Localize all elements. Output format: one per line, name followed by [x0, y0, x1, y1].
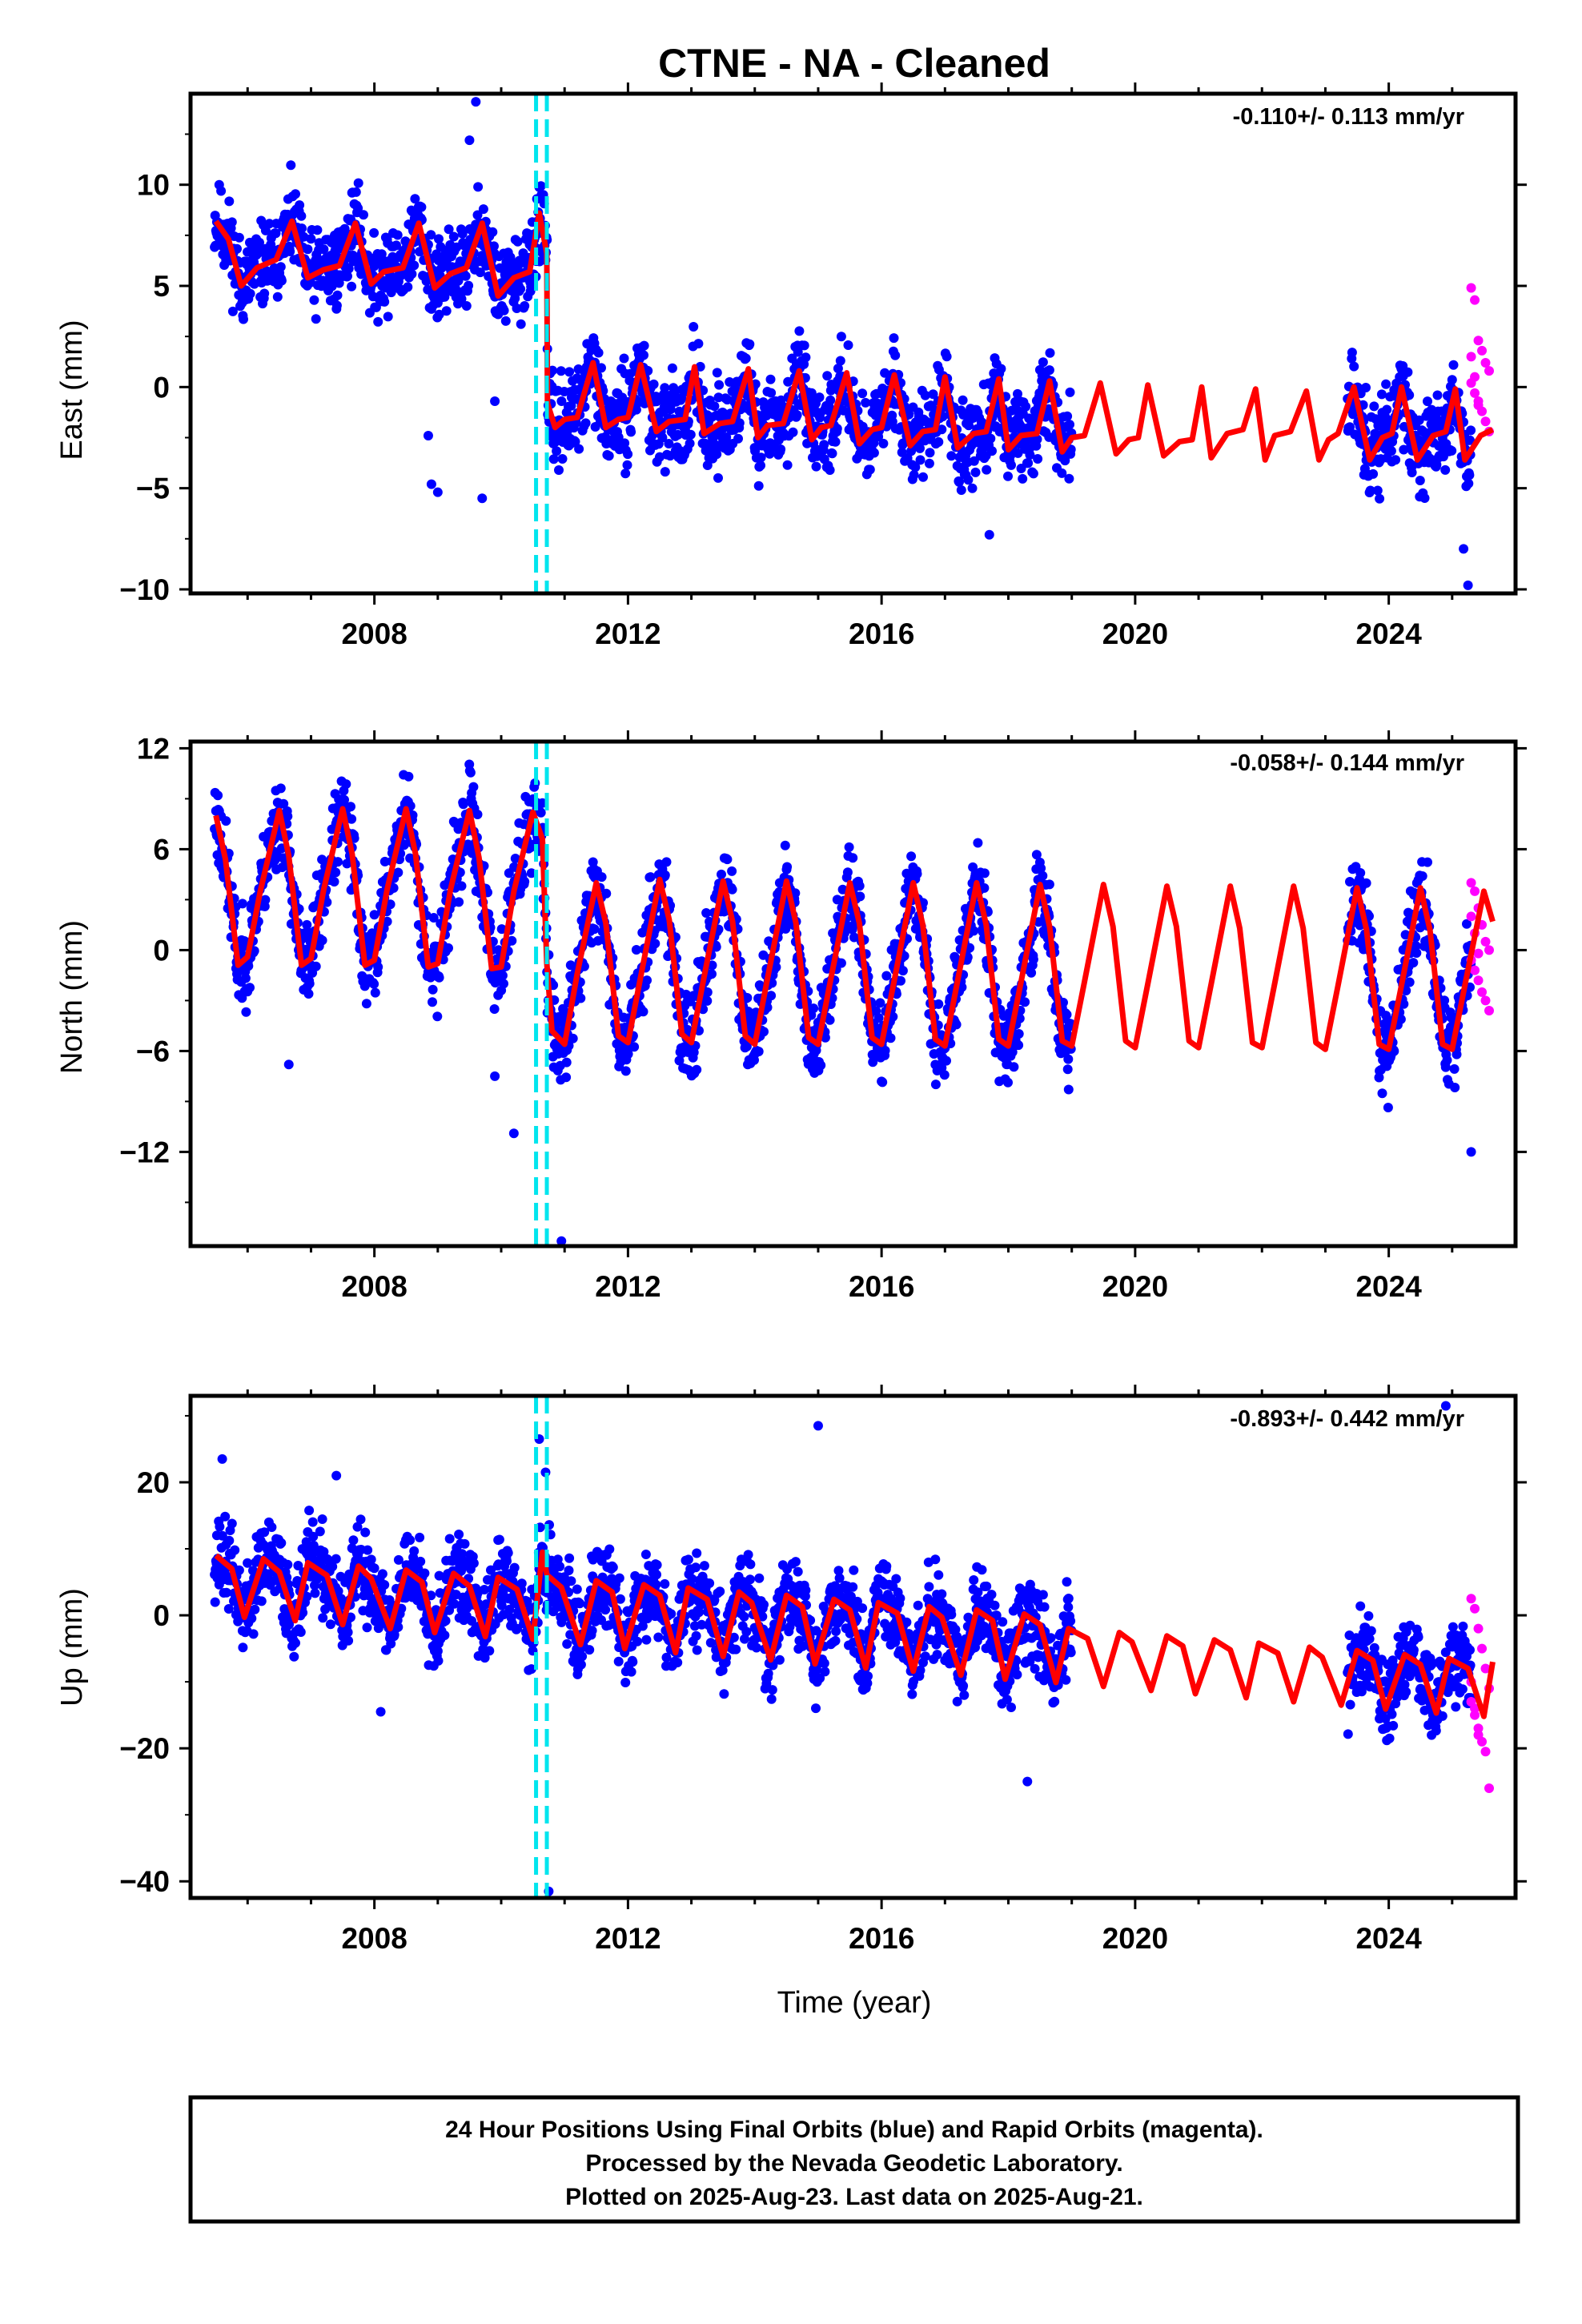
east-velocity-label: -0.110+/- 0.113 mm/yr	[1233, 104, 1464, 130]
up-x-tick-label: 2012	[595, 1922, 661, 1955]
east-outlier-points	[423, 97, 1473, 590]
up-y-tick-label: −40	[119, 1865, 170, 1898]
north-x-tick-label: 2024	[1355, 1270, 1422, 1303]
east-model-fit-line	[213, 210, 1495, 463]
north-x-tick-label: 2008	[341, 1270, 407, 1303]
east-y-tick-label: 0	[153, 371, 170, 404]
north-plot-layer: −12 −6 0 6 12 2008 2012 2016 2020 2024	[119, 730, 1527, 1303]
east-x-tick-label: 2008	[341, 617, 407, 650]
north-y-tick-label: 0	[153, 934, 170, 967]
up-y-tick-label: 0	[153, 1599, 170, 1632]
chart-title: CTNE - NA - Cleaned	[658, 41, 1050, 86]
footer-line-2: Processed by the Nevada Geodetic Laborat…	[585, 2150, 1122, 2177]
up-x-tick-label: 2008	[341, 1922, 407, 1955]
east-x-tick-label: 2020	[1102, 617, 1168, 650]
east-y-tick-label: −10	[119, 573, 170, 606]
up-y-tick-label: 20	[137, 1466, 170, 1499]
north-y-tick-label: −12	[119, 1136, 170, 1168]
north-y-tick-label: −6	[136, 1035, 170, 1068]
east-plot-frame	[188, 91, 1518, 596]
up-velocity-label: -0.893+/- 0.442 mm/yr	[1230, 1406, 1464, 1432]
footer-line-1: 24 Hour Positions Using Final Orbits (bl…	[445, 2117, 1263, 2143]
up-rapid-orbit-points	[1466, 1594, 1495, 1793]
north-outlier-points	[283, 1059, 1476, 1246]
east-x-tick-label: 2012	[595, 617, 661, 650]
up-x-tick-label: 2020	[1102, 1922, 1168, 1955]
panel-up: −40 −20 0 20 2008 2012 2016 2020 2024 Up (mm) -0…	[55, 1385, 1527, 1955]
north-x-tick-label: 2020	[1102, 1270, 1168, 1303]
north-velocity-label: -0.058+/- 0.144 mm/yr	[1230, 750, 1464, 776]
footer-box: 24 Hour Positions Using Final Orbits (bl…	[188, 2095, 1520, 2224]
north-model-fit-line	[213, 806, 1496, 1052]
north-x-tick-label: 2012	[595, 1270, 661, 1303]
up-model-fit-line	[214, 1549, 1496, 1719]
up-x-tick-label: 2024	[1355, 1922, 1422, 1955]
east-y-axis-label: East (mm)	[55, 320, 89, 460]
up-x-tick-label: 2016	[849, 1922, 914, 1955]
east-y-tick-label: −5	[136, 472, 170, 505]
north-y-tick-label: 12	[137, 732, 170, 765]
north-y-tick-label: 6	[153, 833, 170, 866]
north-plot-frame	[188, 739, 1518, 1248]
east-plot-layer: −10 −5 0 5 10 2008 2012 2016 2020 2024	[119, 82, 1527, 650]
footer-line-3: Plotted on 2025-Aug-23. Last data on 202…	[565, 2184, 1143, 2210]
panel-north: −12 −6 0 6 12 2008 2012 2016 2020 2024 North (mm)…	[55, 730, 1527, 1303]
up-y-axis-label: Up (mm)	[55, 1588, 89, 1707]
east-x-tick-label: 2024	[1355, 617, 1422, 650]
up-plot-layer: −40 −20 0 20 2008 2012 2016 2020 2024	[119, 1385, 1527, 1955]
north-y-axis-label: North (mm)	[55, 920, 89, 1074]
up-y-tick-label: −20	[119, 1732, 170, 1765]
x-axis-label: Time (year)	[777, 1986, 932, 2020]
east-y-tick-label: 10	[137, 169, 170, 202]
east-y-tick-label: 5	[153, 270, 170, 303]
north-x-tick-label: 2016	[849, 1270, 914, 1303]
east-x-tick-label: 2016	[849, 617, 914, 650]
up-plot-frame	[188, 1393, 1518, 1900]
